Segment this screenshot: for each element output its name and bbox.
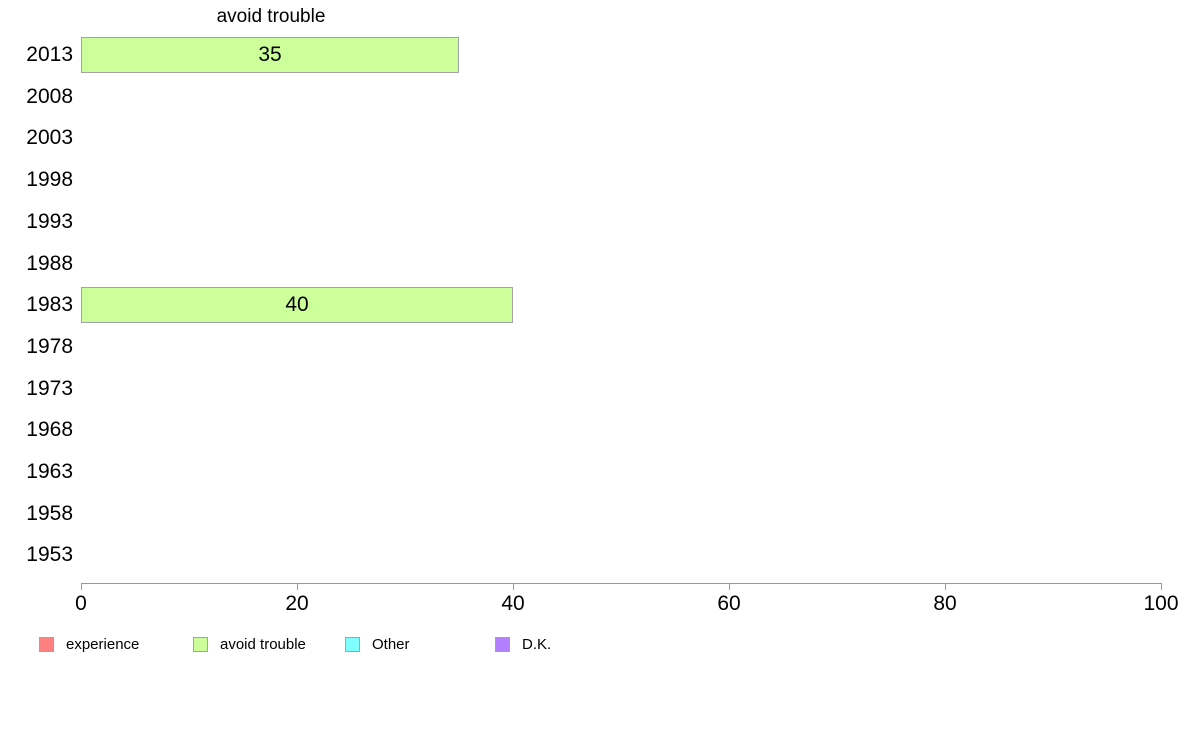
x-tick: [729, 583, 730, 590]
x-tick: [945, 583, 946, 590]
legend-swatch: [193, 636, 208, 652]
y-axis-label: 2008: [26, 84, 73, 108]
x-tick-label: 100: [1143, 592, 1179, 615]
legend-label: Other: [372, 635, 410, 653]
x-tick: [513, 583, 514, 590]
x-tick: [297, 583, 298, 590]
legend-item-other: Other: [345, 634, 410, 654]
y-axis-label: 1978: [26, 334, 73, 358]
y-axis-label: 1958: [26, 501, 73, 525]
legend-item-experience: experience: [39, 634, 139, 654]
legend-item-avoid-trouble: avoid trouble: [193, 634, 306, 654]
y-axis-label: 1988: [26, 251, 73, 275]
bar-2013: 35: [81, 37, 459, 73]
x-tick-label: 80: [933, 592, 957, 615]
x-tick-label: 60: [717, 592, 741, 615]
x-tick-label: 0: [75, 592, 87, 615]
y-axis-label: 1983: [26, 293, 73, 317]
legend-label: avoid trouble: [220, 635, 306, 653]
x-tick: [1161, 583, 1162, 590]
legend-label: experience: [66, 635, 140, 653]
legend-item-d-k-: D.K.: [495, 634, 551, 654]
y-axis-label: 1963: [26, 460, 73, 483]
x-tick-label: 40: [501, 592, 525, 615]
y-axis-label: 1953: [26, 543, 73, 567]
y-axis-label: 1993: [26, 209, 73, 233]
y-axis-label: 1998: [26, 168, 73, 192]
chart-title: avoid trouble: [216, 6, 326, 27]
y-axis-label: 2003: [26, 126, 73, 150]
y-axis-label: 1968: [26, 418, 73, 442]
legend-swatch: [345, 636, 360, 652]
y-axis-label: 2013: [26, 43, 73, 66]
x-axis-line: [81, 583, 1162, 584]
y-axis-label: 1973: [26, 376, 73, 400]
bar-value-label: 35: [258, 43, 282, 66]
x-tick: [81, 583, 82, 590]
x-tick-label: 20: [285, 592, 309, 615]
legend-swatch: [495, 636, 510, 652]
legend-label: D.K.: [522, 635, 552, 653]
legend-swatch: [39, 636, 54, 652]
bar-1983: 40: [81, 287, 513, 324]
bar-value-label: 40: [285, 293, 309, 317]
